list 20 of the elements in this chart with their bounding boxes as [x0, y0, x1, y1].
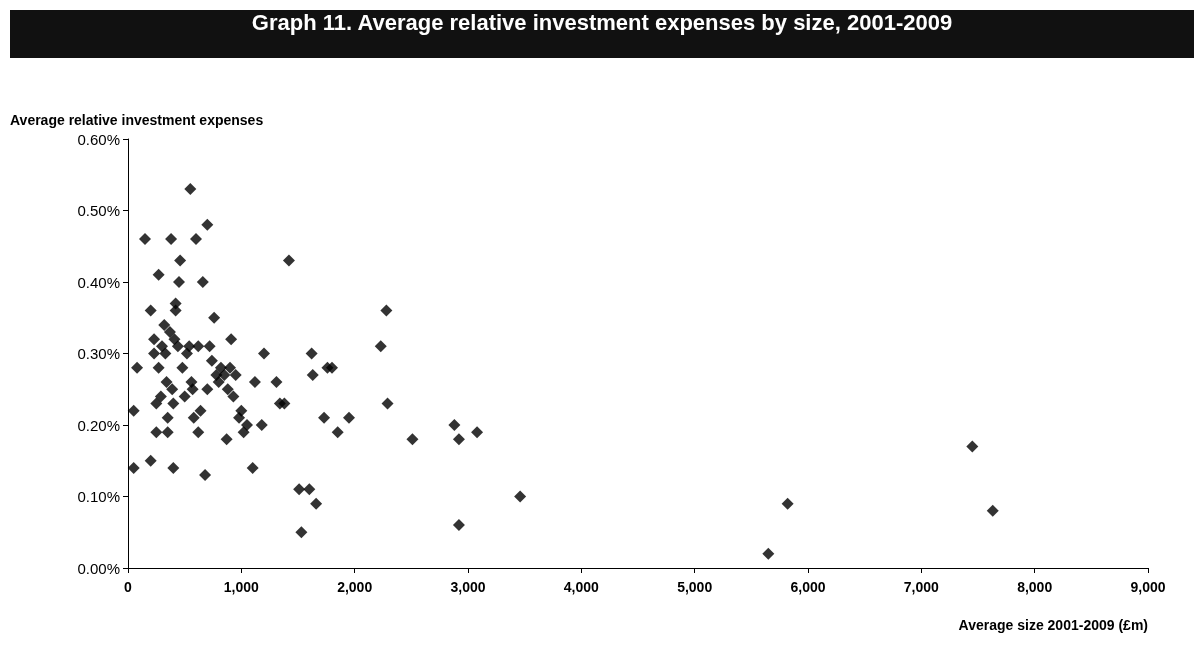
x-axis-title: Average size 2001-2009 (£m) [958, 617, 1148, 633]
x-tick-label: 6,000 [790, 579, 826, 595]
x-tick-label: 9,000 [1130, 579, 1166, 595]
x-tick-label: 7,000 [903, 579, 940, 595]
x-tick-label: 0 [124, 579, 133, 595]
x-tick-label: 8,000 [1017, 579, 1053, 595]
x-tick-label: 3,000 [450, 579, 486, 595]
y-tick-label: 0.50% [77, 202, 120, 219]
x-tick-label: 5,000 [677, 579, 713, 595]
y-tick-label: 0.00% [77, 559, 120, 577]
x-tick-label: 4,000 [563, 579, 600, 595]
chart-title: Graph 11. Average relative investment expenses by size, 2001-2009 [10, 10, 1194, 58]
y-tick-label: 0.10% [77, 488, 120, 505]
y-tick-label: 0.20% [77, 416, 120, 434]
y-axis-title: Average relative investment expenses [10, 112, 264, 128]
y-tick-label: 0.30% [77, 345, 120, 362]
x-tick-label: 1,000 [223, 579, 260, 595]
y-tick-label: 0.40% [77, 273, 120, 291]
x-tick-label: 2,000 [337, 579, 373, 595]
y-tick-label: 0.60% [77, 130, 120, 148]
